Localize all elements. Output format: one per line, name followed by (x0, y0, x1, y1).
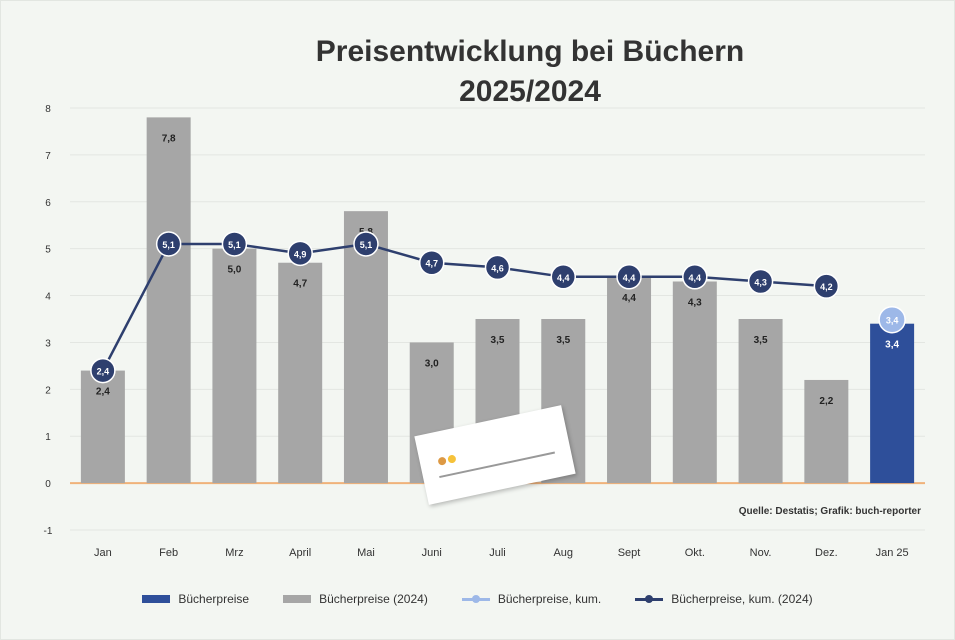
point-kum-2024 (90, 357, 116, 384)
x-tick-label: Dez. (815, 547, 838, 559)
point-kum-2024 (813, 273, 840, 299)
watermark-dot-icon (437, 456, 447, 466)
bar-2024 (80, 370, 125, 484)
bar-value-label: 7,8 (162, 133, 176, 144)
chart-title: Preisentwicklung bei Büchern 2025/2024 (250, 32, 810, 112)
bar-value-label: 3,5 (491, 335, 505, 346)
bar-2024 (672, 281, 717, 484)
y-tick-label: 0 (45, 479, 51, 490)
x-tick-label: April (289, 547, 311, 559)
x-tick-label: Okt. (685, 547, 705, 559)
point-kum-2025 (878, 305, 906, 334)
bar-value-label: 2,4 (96, 387, 110, 398)
watermark-dot-icon (447, 454, 457, 464)
x-tick-label: Jan 25 (876, 547, 909, 559)
bar-value-label: 4,7 (293, 279, 307, 290)
x-tick-label: Juli (489, 547, 506, 559)
legend-label: Bücherpreise (178, 592, 250, 606)
y-tick-label: 7 (45, 151, 51, 162)
point-kum-2024 (616, 264, 642, 290)
bar-2024 (738, 319, 783, 484)
y-tick-label: 5 (45, 245, 51, 256)
x-tick-label: Juni (422, 547, 442, 559)
point-kum-2024 (418, 249, 445, 276)
line-kum-2024 (101, 242, 827, 372)
bar-value-label: 3,5 (556, 335, 570, 346)
point-kum-2024 (155, 231, 182, 257)
bar-value-label: 3,5 (754, 335, 768, 346)
point-value-label: 5,1 (228, 240, 241, 250)
y-tick-label: -1 (44, 526, 53, 537)
source-note: Quelle: Destatis; Grafik: buch-reporter (738, 506, 921, 517)
bar-value-label: 4,4 (622, 293, 636, 304)
y-tick-label: 4 (45, 292, 51, 303)
legend-line-icon (461, 594, 490, 603)
legend: Bücherpreise Bücherpreise (2024) Bücherp… (0, 592, 955, 606)
legend-line-icon (635, 594, 664, 603)
bar-value-label: 3,4 (885, 340, 899, 351)
point-kum-2024 (353, 231, 379, 257)
bar-2025 (870, 323, 915, 484)
point-kum-2024 (287, 240, 313, 267)
legend-label: Bücherpreise, kum. (497, 592, 602, 606)
point-value-label: 4,7 (425, 259, 438, 269)
legend-label: Bücherpreise, kum. (2024) (671, 592, 813, 606)
point-value-label: 4,4 (689, 273, 702, 283)
legend-item-buecherpreise-kum-2024: Bücherpreise, kum. (2024) (635, 592, 813, 606)
legend-item-buecherpreise-2024: Bücherpreise (2024) (283, 592, 428, 606)
point-value-label: 4,9 (294, 249, 307, 259)
y-tick-label: 3 (45, 338, 51, 349)
point-value-label: 5,1 (162, 240, 175, 250)
bar-2024 (804, 379, 849, 484)
point-kum-2024 (484, 254, 511, 281)
y-tick-label: 1 (45, 432, 51, 443)
point-kum-2024 (550, 264, 577, 290)
x-tick-label: Sept (618, 547, 641, 559)
point-value-label: 3,4 (886, 316, 899, 326)
y-tick-label: 8 (45, 104, 51, 115)
point-kum-2024 (221, 231, 248, 257)
x-tick-label: Feb (159, 547, 178, 559)
legend-item-buecherpreise: Bücherpreise (142, 592, 249, 606)
watermark-underline (439, 451, 555, 479)
point-value-label: 4,4 (623, 273, 636, 283)
legend-swatch-icon (283, 595, 312, 603)
point-kum-2024 (682, 264, 708, 290)
bar-2024 (212, 248, 257, 484)
x-tick-label: Mrz (225, 547, 243, 559)
point-value-label: 2,4 (97, 367, 110, 377)
x-tick-label: Jan (94, 547, 112, 559)
chart-title-line1: Preisentwicklung bei Büchern (315, 35, 745, 68)
bar-value-label: 2,2 (819, 396, 833, 407)
point-kum-2024 (747, 268, 774, 295)
legend-swatch-icon (142, 595, 171, 603)
x-tick-label: Mai (357, 547, 375, 559)
bar-value-label: 3,0 (425, 358, 439, 369)
chart-title-line2: 2025/2024 (459, 75, 601, 108)
y-tick-label: 2 (45, 385, 51, 396)
point-value-label: 5,1 (360, 240, 373, 250)
legend-label: Bücherpreise (2024) (319, 592, 428, 606)
point-value-label: 4,4 (557, 273, 570, 283)
bar-2024 (146, 117, 191, 484)
x-tick-label: Nov. (750, 547, 772, 559)
point-value-label: 4,2 (820, 282, 833, 292)
bar-value-label: 4,3 (688, 297, 702, 308)
bar-2024 (278, 262, 323, 484)
point-value-label: 4,6 (491, 263, 504, 273)
y-tick-label: 6 (45, 198, 51, 209)
x-tick-label: Aug (553, 547, 573, 559)
bar-2024 (607, 276, 652, 484)
bar-value-label: 5,0 (227, 265, 241, 276)
point-value-label: 4,3 (754, 277, 767, 287)
legend-item-buecherpreise-kum: Bücherpreise, kum. (461, 592, 602, 606)
